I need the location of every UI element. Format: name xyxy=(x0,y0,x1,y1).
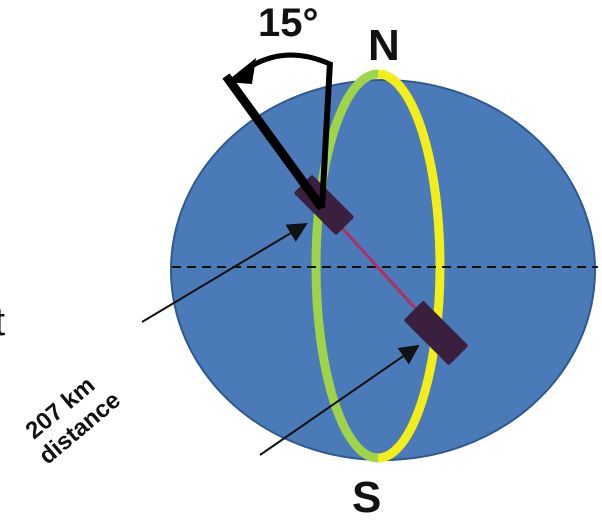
distance-arrow-upper xyxy=(141,222,308,323)
distance-arrow-lower xyxy=(259,344,420,456)
distance-label-group: 207 km distance xyxy=(21,372,126,470)
north-needle-tilted xyxy=(222,73,326,211)
satellite-icon-lower xyxy=(404,301,468,365)
orbit-ring-front xyxy=(377,69,445,463)
angle-arrowhead xyxy=(226,58,256,84)
globe-shape xyxy=(170,79,596,461)
south-label: S xyxy=(352,473,381,522)
north-label: N xyxy=(368,21,400,70)
edge-glyph: t xyxy=(0,300,5,344)
orbit-ring-back xyxy=(311,69,379,463)
north-needle-vertical xyxy=(319,61,333,209)
angle-label: 15° xyxy=(258,1,319,45)
